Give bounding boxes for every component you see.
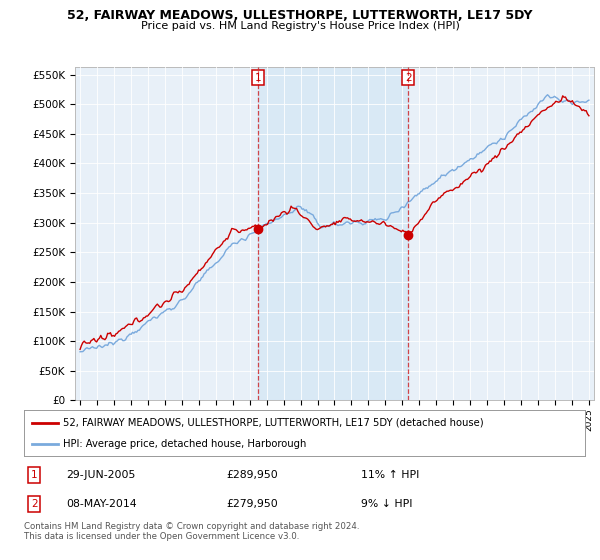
Text: 08-MAY-2014: 08-MAY-2014 <box>66 499 137 509</box>
Text: Price paid vs. HM Land Registry's House Price Index (HPI): Price paid vs. HM Land Registry's House … <box>140 21 460 31</box>
Text: £289,950: £289,950 <box>226 470 278 480</box>
Text: 9% ↓ HPI: 9% ↓ HPI <box>361 499 412 509</box>
Text: £279,950: £279,950 <box>226 499 278 509</box>
Text: HPI: Average price, detached house, Harborough: HPI: Average price, detached house, Harb… <box>63 439 307 449</box>
Text: 29-JUN-2005: 29-JUN-2005 <box>66 470 136 480</box>
Text: Contains HM Land Registry data © Crown copyright and database right 2024.
This d: Contains HM Land Registry data © Crown c… <box>24 522 359 542</box>
Text: 2: 2 <box>405 73 412 82</box>
Text: 11% ↑ HPI: 11% ↑ HPI <box>361 470 419 480</box>
Bar <box>258 67 408 400</box>
Text: 52, FAIRWAY MEADOWS, ULLESTHORPE, LUTTERWORTH, LE17 5DY: 52, FAIRWAY MEADOWS, ULLESTHORPE, LUTTER… <box>67 9 533 22</box>
Text: 52, FAIRWAY MEADOWS, ULLESTHORPE, LUTTERWORTH, LE17 5DY (detached house): 52, FAIRWAY MEADOWS, ULLESTHORPE, LUTTER… <box>63 418 484 428</box>
Text: 1: 1 <box>31 470 37 480</box>
Text: 1: 1 <box>255 73 262 82</box>
Text: 2: 2 <box>31 499 37 509</box>
